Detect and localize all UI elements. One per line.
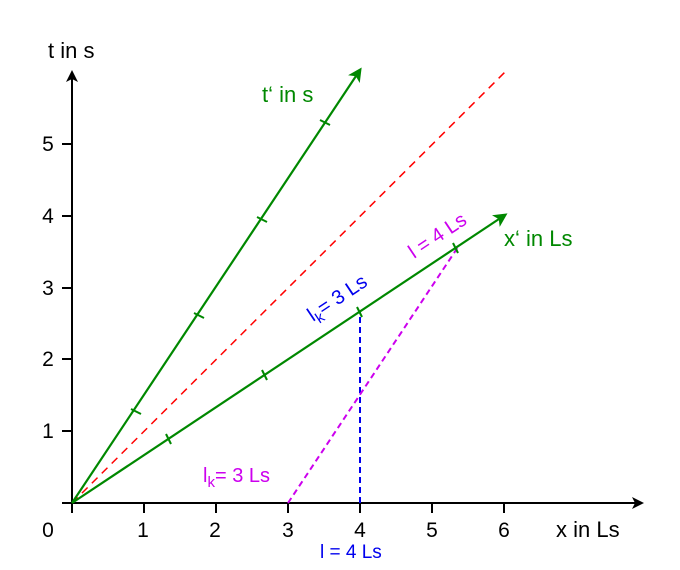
x-axis-title: x in Ls (556, 517, 620, 542)
x-prime-ticks (165, 242, 459, 445)
x-prime-axis (71, 213, 508, 504)
blue-lk-annotation: lk= 3 Ls (304, 271, 374, 330)
origin-label: 0 (42, 519, 54, 542)
t-axis-title: t in s (48, 38, 94, 63)
t-tick-label: 3 (42, 277, 54, 300)
magenta-l-annotation: l = 4 Ls (405, 209, 471, 263)
x-prime-axis-title: x‘ in Ls (504, 226, 572, 251)
x-ticks (71, 503, 505, 513)
x-tick-label: 3 (282, 519, 294, 542)
x-tick-label: 5 (426, 519, 438, 542)
blue-l-annotation: l = 4 Ls (320, 542, 382, 563)
t-tick-label: 5 (42, 133, 54, 156)
t-tick-label: 4 (42, 205, 54, 228)
magenta-dashed-line (287, 246, 459, 504)
light-line (71, 71, 506, 504)
t-tick-label: 1 (42, 420, 54, 443)
magenta-lk-annotation: lk= 3 Ls (203, 465, 270, 491)
t-tick-label: 2 (42, 348, 54, 371)
x-tick-label: 6 (498, 519, 510, 542)
svg-text:l = 4 Ls: l = 4 Ls (405, 209, 471, 263)
x-tick-label: 4 (354, 519, 366, 542)
t-prime-axis (71, 67, 362, 504)
x-tick-label: 2 (209, 519, 221, 542)
svg-text:lk= 3 Ls: lk= 3 Ls (304, 271, 374, 330)
t-ticks (62, 143, 72, 432)
t-prime-axis-title: t‘ in s (262, 82, 313, 107)
x-tick-label: 1 (137, 519, 149, 542)
t-prime-ticks (130, 119, 331, 415)
